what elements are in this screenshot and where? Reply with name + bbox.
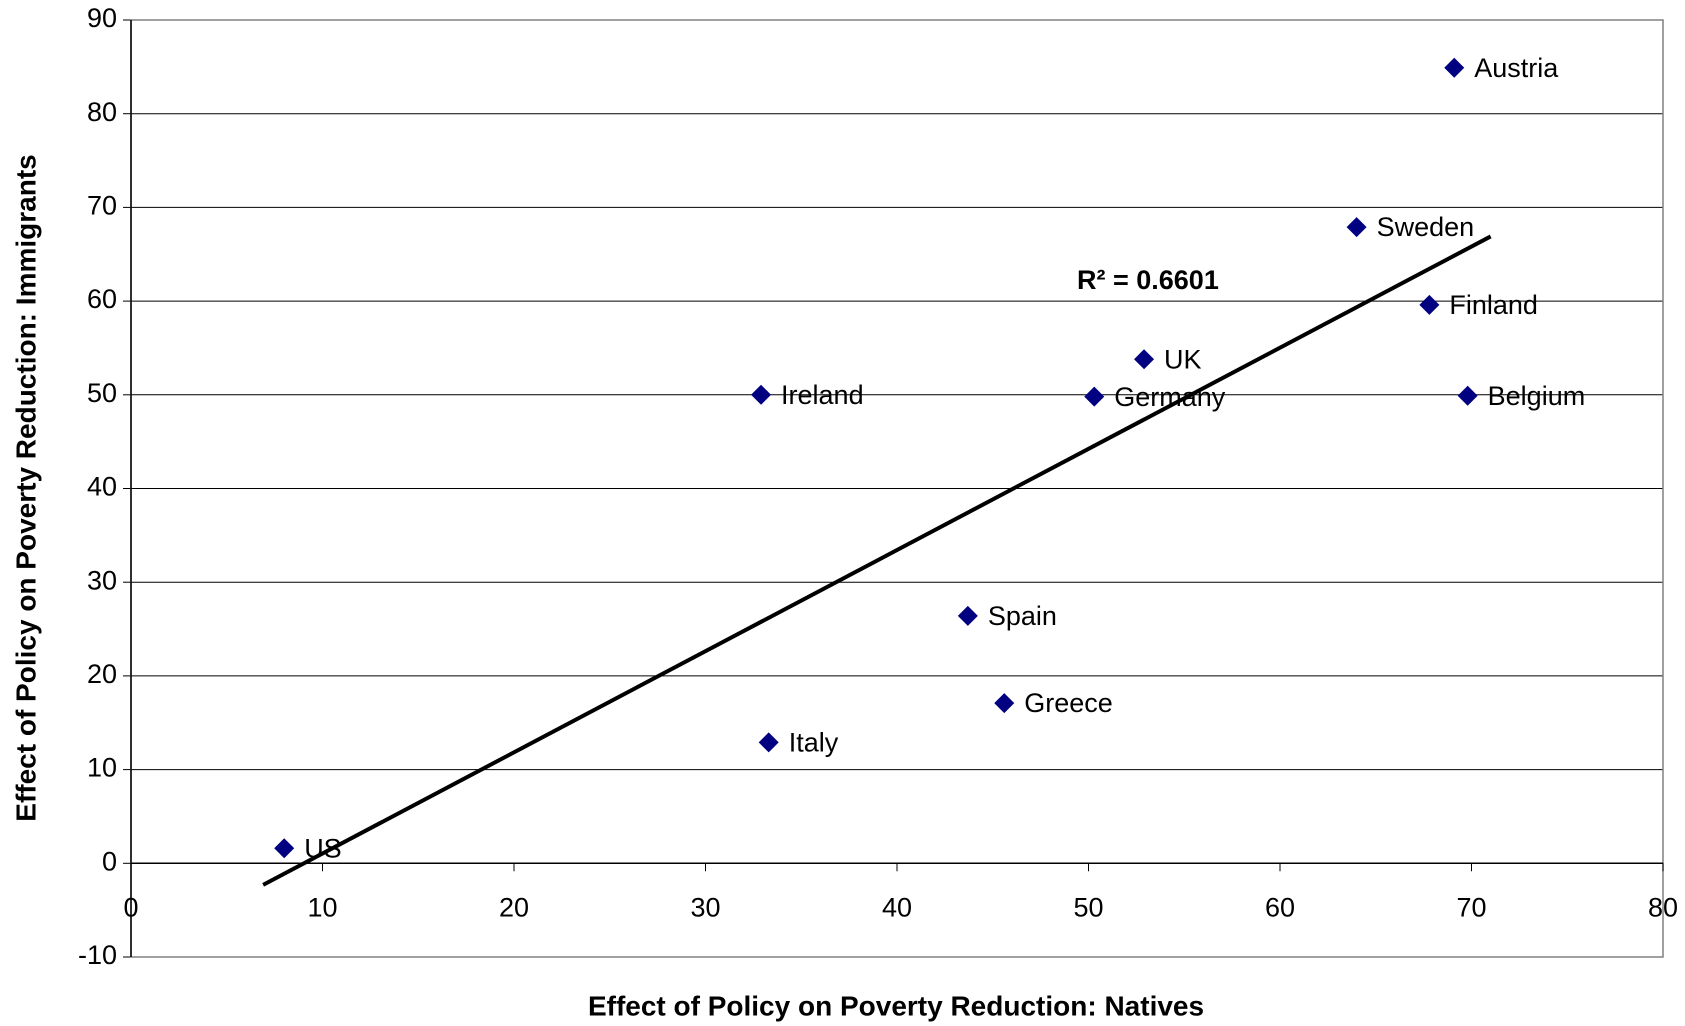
y-axis-label: Effect of Policy on Poverty Reduction: I…	[10, 154, 41, 821]
point	[758, 732, 779, 753]
point	[1457, 385, 1478, 406]
y-tick-label: 70	[87, 191, 117, 221]
y-tick-label: 20	[87, 659, 117, 689]
point	[994, 693, 1015, 714]
y-tick-label: 0	[102, 846, 117, 876]
point-label: Greece	[1024, 688, 1113, 718]
x-tick-label: 50	[1073, 892, 1103, 922]
point-label: Belgium	[1488, 381, 1586, 411]
point	[1444, 57, 1465, 78]
trendline	[262, 234, 1492, 887]
point	[751, 384, 772, 405]
point-label: Ireland	[781, 380, 864, 410]
point-label: Sweden	[1377, 212, 1475, 242]
point	[1084, 386, 1105, 407]
y-tick-label: 10	[87, 753, 117, 783]
point-label: Italy	[789, 728, 839, 758]
x-tick-label: 40	[882, 892, 912, 922]
point-label: Austria	[1474, 53, 1559, 83]
y-tick-label: 50	[87, 378, 117, 408]
point	[1346, 217, 1367, 238]
x-tick-label: 60	[1265, 892, 1295, 922]
x-axis-label: Effect of Policy on Poverty Reduction: N…	[588, 990, 1204, 1021]
x-tick-label: 70	[1456, 892, 1486, 922]
y-tick-label: -10	[78, 940, 117, 970]
x-tick-label: 0	[123, 892, 138, 922]
r-squared: R² = 0.6601	[1077, 265, 1219, 295]
x-tick-label: 20	[499, 892, 529, 922]
y-tick-label: 60	[87, 284, 117, 314]
point-label: Finland	[1449, 290, 1538, 320]
y-tick-label: 80	[87, 97, 117, 127]
point	[1419, 294, 1440, 315]
y-tick-label: 40	[87, 472, 117, 502]
x-tick-label: 80	[1648, 892, 1678, 922]
y-tick-label: 30	[87, 565, 117, 595]
point	[274, 838, 295, 859]
x-tick-label: 30	[690, 892, 720, 922]
point-label: Spain	[988, 601, 1057, 631]
x-tick-label: 10	[307, 892, 337, 922]
point	[1134, 349, 1155, 370]
y-tick-label: 90	[87, 3, 117, 33]
point	[957, 605, 978, 626]
point-label: UK	[1164, 344, 1202, 374]
